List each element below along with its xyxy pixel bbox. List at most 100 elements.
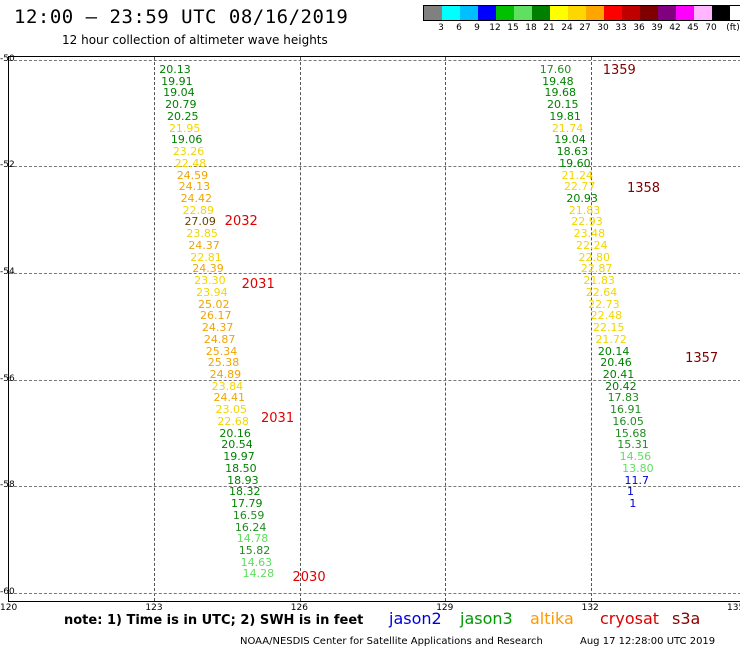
wave-height-value: 24.37 — [188, 238, 220, 252]
wave-height-value: 22.73 — [588, 297, 620, 311]
footer-credit: NOAA/NESDIS Center for Satellite Applica… — [240, 636, 543, 647]
scale-tick-label: 18 — [525, 23, 537, 33]
wave-height-value: 16.59 — [232, 508, 265, 522]
scale-swatch — [568, 6, 586, 20]
wave-height-value: 25.02 — [198, 297, 230, 311]
scale-tick-label: 3 — [438, 23, 444, 33]
legend-jason2: jason2 — [389, 609, 442, 628]
wave-height-value: 19.04 — [554, 133, 586, 147]
legend-s3a: s3a — [672, 609, 701, 628]
wave-height-value: 15.31 — [617, 438, 649, 452]
longitude-label: 126 — [290, 603, 308, 613]
latitude-label: -60 — [0, 587, 15, 597]
wave-height-value: 14.28 — [242, 567, 275, 581]
scale-tick-label: 6 — [456, 23, 462, 33]
latitude-label: -50 — [0, 53, 15, 64]
scale-swatch — [658, 6, 676, 20]
legend-cryosat: cryosat — [600, 609, 660, 628]
wave-height-value: 24.89 — [209, 368, 242, 381]
wave-height-value: 20.14 — [597, 344, 630, 358]
wave-height-value: 23.26 — [172, 145, 205, 159]
scale-tick-label: 15 — [507, 23, 519, 33]
wave-height-value: 20.41 — [602, 368, 635, 381]
scale-swatch — [550, 6, 568, 20]
wave-height-value: 17.79 — [230, 497, 263, 511]
wave-height-value: 15.82 — [238, 544, 271, 557]
scale-swatch — [496, 6, 514, 20]
pass-time-label: 2031 — [261, 410, 295, 426]
latitude-label: -58 — [0, 480, 15, 491]
wave-height-value: 24.59 — [176, 168, 209, 182]
scale-swatch — [460, 6, 478, 20]
scale-swatch — [586, 6, 604, 20]
wave-height-value: 1 — [629, 497, 637, 511]
scale-swatch — [622, 6, 640, 20]
wave-height-value: 22.15 — [593, 321, 625, 335]
legend-jason3: jason3 — [460, 609, 513, 628]
scale-swatch — [640, 6, 658, 20]
wave-height-value: 20.15 — [546, 98, 579, 112]
footer-note: note: 1) Time is in UTC; 2) SWH is in fe… — [64, 613, 364, 628]
wave-height-value: 19.48 — [542, 74, 574, 88]
scale-swatch — [532, 6, 550, 20]
meridian-gridline — [445, 57, 447, 601]
parallel-gridline — [9, 59, 740, 61]
wave-height-value: 18.63 — [556, 145, 589, 159]
parallel-gridline — [9, 379, 740, 381]
wave-height-value: 16.91 — [609, 403, 642, 417]
pass-time-label: 2031 — [241, 277, 275, 293]
longitude-label: 135 — [727, 603, 740, 613]
page-title: 12:00 – 23:59 UTC 08/16/2019 — [14, 6, 349, 28]
wave-height-value: 20.79 — [165, 98, 197, 112]
scale-tick-label: 33 — [615, 23, 627, 33]
wave-height-value: 22.24 — [576, 238, 608, 252]
scale-tick-label: 45 — [687, 23, 699, 33]
scale-swatch — [478, 6, 496, 20]
longitude-label: 132 — [581, 603, 599, 613]
wave-height-value: 22.68 — [217, 414, 249, 428]
wave-height-value: 19.97 — [223, 450, 255, 464]
wave-height-value: 19.68 — [544, 86, 577, 100]
wave-height-value: 19.81 — [549, 109, 581, 123]
parallel-gridline — [9, 593, 740, 594]
wave-height-value: 19.91 — [161, 74, 193, 88]
wave-height-value: 20.16 — [219, 426, 251, 440]
wave-height-value: 15.68 — [614, 426, 647, 440]
wave-height-map: 20.13 19.91 19.04 20.79 20.25 21.95 19.06 23.26… — [8, 56, 740, 602]
scale-swatch — [694, 6, 712, 20]
meridian-gridline — [154, 57, 156, 601]
footer-generated-time: Aug 17 12:28:00 UTC 2019 — [580, 636, 716, 647]
wave-height-value: 18.93 — [227, 473, 259, 487]
scale-tick-label: 21 — [543, 23, 555, 33]
latitude-label: -54 — [0, 267, 15, 277]
wave-height-value: 18.50 — [225, 461, 257, 475]
wave-height-value: 23.94 — [196, 285, 228, 299]
wave-height-value: 23.48 — [573, 227, 606, 241]
scale-tick-label: 27 — [579, 23, 591, 33]
parallel-gridline — [9, 486, 740, 488]
wave-height-value: 23.85 — [186, 227, 218, 241]
latitude-label: -56 — [0, 373, 15, 384]
wave-height-value: 20.54 — [221, 438, 253, 452]
pass-time-label: 2032 — [224, 214, 258, 230]
wave-height-value: 14.56 — [619, 450, 652, 464]
wave-height-value: 11.7 — [624, 473, 650, 487]
wave-height-value: 21.72 — [595, 332, 627, 346]
longitude-label: 120 — [0, 603, 18, 613]
scale-tick-label: 30 — [597, 23, 609, 33]
scale-tick-label: 12 — [489, 23, 501, 33]
meridian-gridline — [590, 57, 592, 601]
wave-height-value: 14.63 — [240, 555, 273, 569]
wave-height-value: 23.30 — [194, 274, 226, 288]
scale-swatch — [604, 6, 622, 20]
wave-height-value: 21.95 — [168, 121, 201, 135]
wave-height-value: 24.13 — [178, 180, 211, 194]
wave-height-value: 25.38 — [207, 356, 240, 370]
wave-height-value: 20.25 — [167, 109, 199, 123]
wave-height-value: 1 — [626, 485, 634, 499]
latitude-label: -52 — [0, 160, 15, 171]
wave-height-value: 14.78 — [236, 532, 269, 546]
pass-time-label: 1359 — [602, 62, 636, 78]
wave-height-value: 20.93 — [566, 192, 598, 205]
wave-height-value: 22.89 — [182, 203, 215, 217]
